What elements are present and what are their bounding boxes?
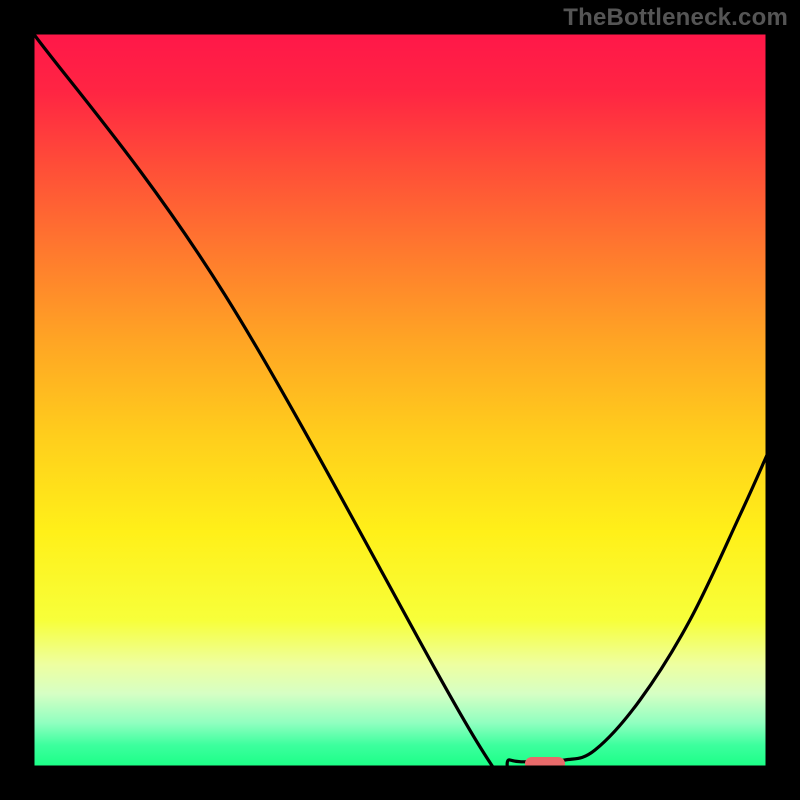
plot-background <box>33 33 767 767</box>
watermark-text: TheBottleneck.com <box>563 4 788 32</box>
chart-svg <box>0 0 800 800</box>
chart-container: TheBottleneck.com <box>0 0 800 800</box>
